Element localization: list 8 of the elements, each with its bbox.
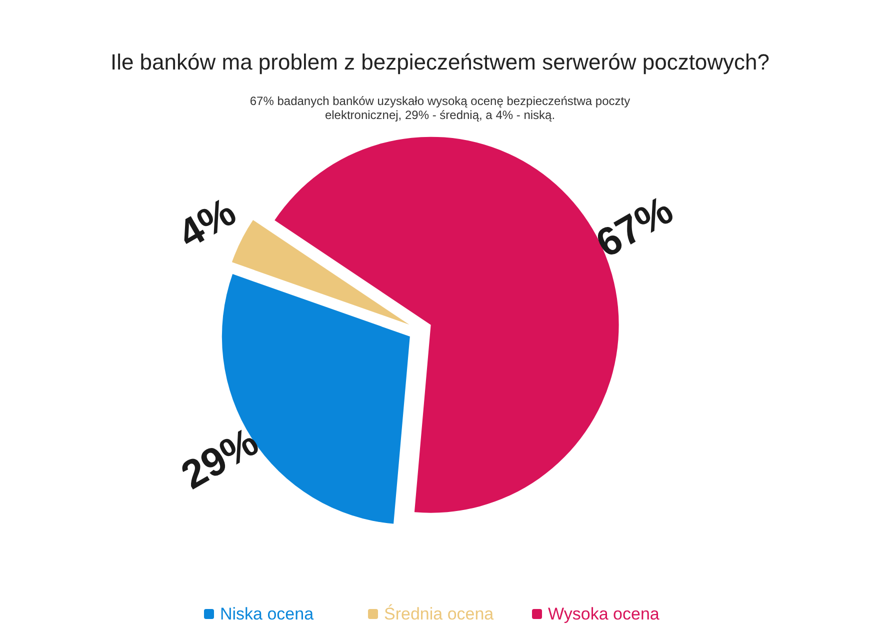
- legend-label: Niska ocena: [220, 604, 314, 624]
- legend-label: Średnia ocena: [384, 604, 494, 624]
- data-label: 29%: [174, 420, 266, 498]
- data-label: 67%: [588, 188, 680, 266]
- legend-label: Wysoka ocena: [548, 604, 660, 624]
- data-label: 4%: [171, 190, 244, 257]
- chart-subtitle: 67% badanych banków uzyskało wysoką ocenę bezpieczeństwa poczty elektronicznej, 29% - średnią, a 4% - niską.: [250, 94, 630, 122]
- chart-title: Ile banków ma problem z bezpieczeństwem serwerów pocztowych?: [110, 50, 770, 74]
